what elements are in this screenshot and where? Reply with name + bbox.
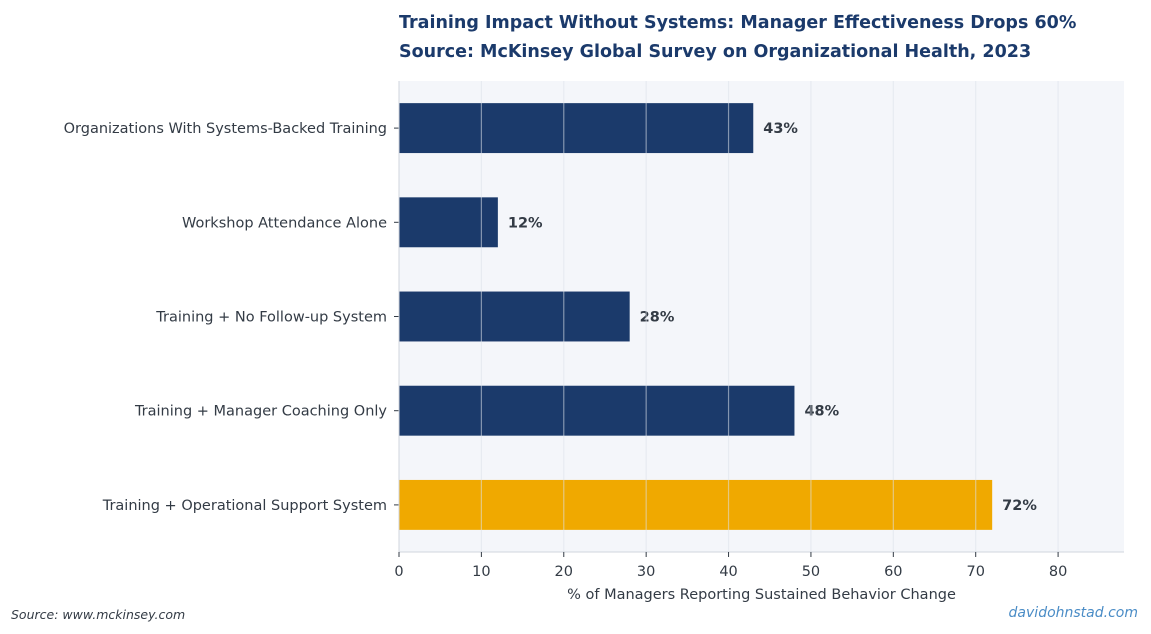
category-label: Training + Manager Coaching Only	[134, 404, 387, 420]
bar-value-label: 43%	[763, 121, 798, 137]
x-tick-label: 20	[555, 564, 573, 580]
chart-subtitle: Source: McKinsey Global Survey on Organi…	[399, 42, 1032, 62]
x-tick-label: 70	[966, 564, 984, 580]
x-tick-label: 40	[719, 564, 737, 580]
category-label: Organizations With Systems-Backed Traini…	[64, 121, 387, 137]
bar-value-label: 48%	[804, 404, 839, 420]
bar	[399, 291, 630, 342]
x-tick-label: 30	[637, 564, 655, 580]
x-tick-label: 60	[884, 564, 902, 580]
bar-value-label: 12%	[508, 215, 543, 231]
x-tick-label: 0	[394, 564, 403, 580]
category-label: Workshop Attendance Alone	[182, 215, 387, 231]
bar	[399, 103, 754, 154]
source-footnote: Source: www.mckinsey.com	[11, 607, 186, 622]
category-label: Training + No Follow-up System	[155, 310, 387, 326]
bar-value-label: 28%	[640, 310, 675, 326]
x-axis-title: % of Managers Reporting Sustained Behavi…	[567, 587, 956, 603]
x-tick-label: 50	[802, 564, 820, 580]
x-tick-label: 80	[1049, 564, 1067, 580]
bar	[399, 479, 993, 530]
bar-value-label: 72%	[1002, 498, 1037, 514]
chart-title: Training Impact Without Systems: Manager…	[399, 13, 1077, 33]
credit-link[interactable]: davidohnstad.com	[1008, 605, 1138, 621]
x-tick-label: 10	[472, 564, 490, 580]
bar	[399, 385, 795, 436]
bar	[399, 197, 498, 248]
category-label: Training + Operational Support System	[102, 498, 387, 514]
